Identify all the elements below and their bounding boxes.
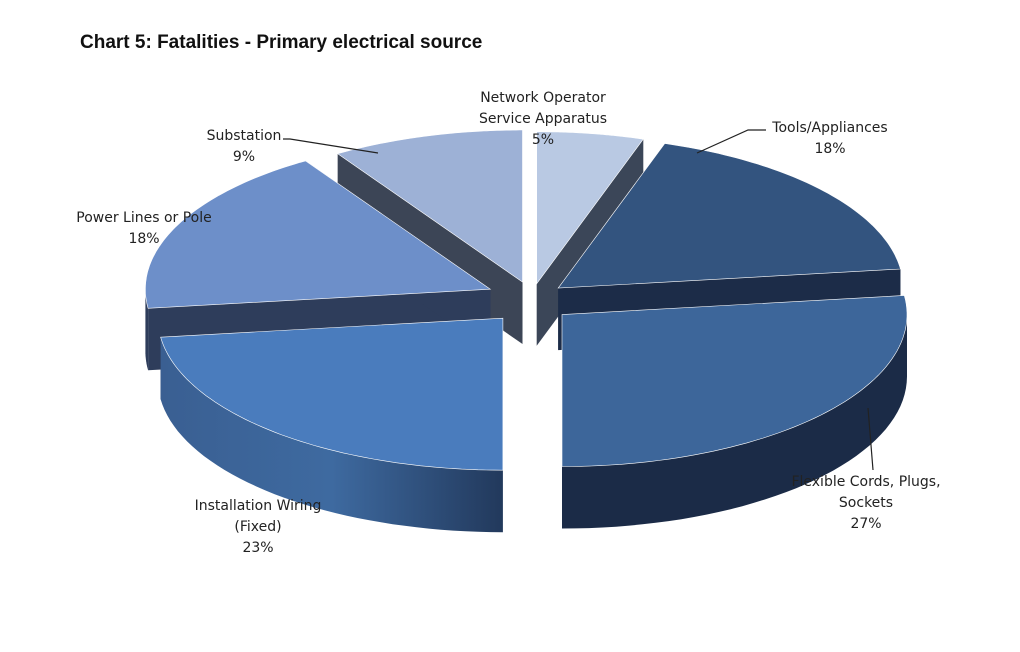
slice-label: Network Operator (480, 90, 606, 106)
slice-value-label: 27% (850, 516, 881, 532)
slice-value-label: 18% (128, 231, 159, 247)
slice-label: Sockets (839, 495, 893, 511)
slice-value-label: 5% (532, 132, 554, 148)
slice-label: Tools/Appliances (771, 120, 887, 136)
pie-slice (557, 143, 901, 351)
leader-line (696, 129, 766, 154)
slice-label: Power Lines or Pole (76, 210, 211, 226)
slice-value-label: 9% (233, 149, 255, 165)
slice-value-label: 18% (814, 141, 845, 157)
pie-slice (561, 295, 908, 529)
chart-title: Chart 5: Fatalities - Primary electrical… (80, 32, 483, 53)
slice-label: Substation (207, 128, 282, 144)
slice-label: Flexible Cords, Plugs, (791, 474, 940, 490)
leader-line (867, 407, 874, 471)
pie-slice (160, 317, 504, 533)
slice-value-label: 23% (242, 540, 273, 556)
leader-line (283, 138, 379, 154)
slice-label: (Fixed) (234, 519, 281, 535)
slice-label: Service Apparatus (479, 111, 607, 127)
slice-label: Installation Wiring (195, 498, 322, 514)
